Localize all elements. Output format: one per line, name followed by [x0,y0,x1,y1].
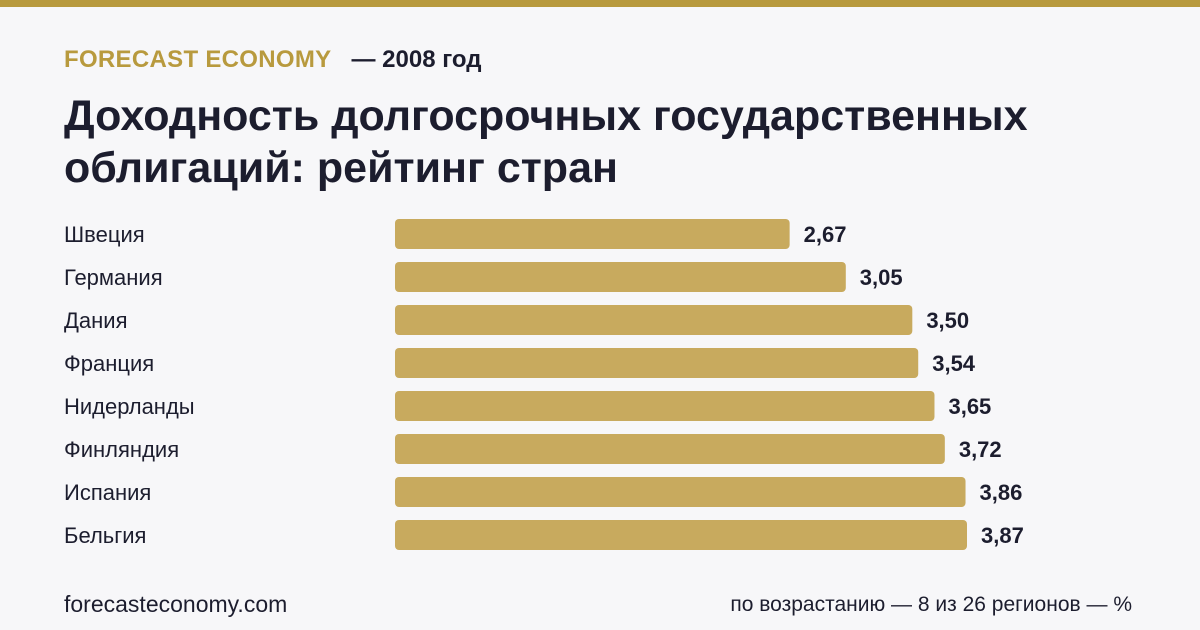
category-label: Бельгия [64,523,146,548]
value-label: 2,67 [804,222,847,247]
category-label: Финляндия [64,437,179,462]
top-accent-bar [0,0,1200,7]
category-label: Франция [64,351,154,376]
value-label: 3,87 [981,523,1024,548]
brand-year: — 2008 год [351,46,482,73]
category-label: Швеция [64,222,145,247]
bar [395,262,846,292]
footer-source: forecasteconomy.com [64,591,288,617]
value-label: 3,72 [959,437,1002,462]
bar [395,520,967,550]
value-label: 3,65 [948,394,991,419]
bar [395,434,945,464]
bar-chart: Швеция 2,67 Германия 3,05 Дания 3,50 Франция 3,… [64,219,1024,550]
bar [395,305,913,335]
value-label: 3,50 [926,308,969,333]
value-label: 3,54 [932,351,976,376]
chart-title: Доходность долгосрочных государственных … [64,92,1028,192]
bar [395,219,790,249]
bar [395,477,966,507]
brand-line: FORECAST ECONOMY — 2008 год [64,46,481,74]
category-label: Испания [64,480,151,505]
category-label: Нидерланды [64,394,195,419]
brand-name: FORECAST ECONOMY [64,46,332,73]
value-label: 3,86 [980,480,1023,505]
footer-note: по возрастанию — 8 из 26 регионов — % [730,593,1132,616]
bar [395,348,919,378]
bar [395,391,935,421]
value-label: 3,05 [860,265,903,290]
category-label: Германия [64,265,163,290]
category-label: Дания [64,308,128,333]
